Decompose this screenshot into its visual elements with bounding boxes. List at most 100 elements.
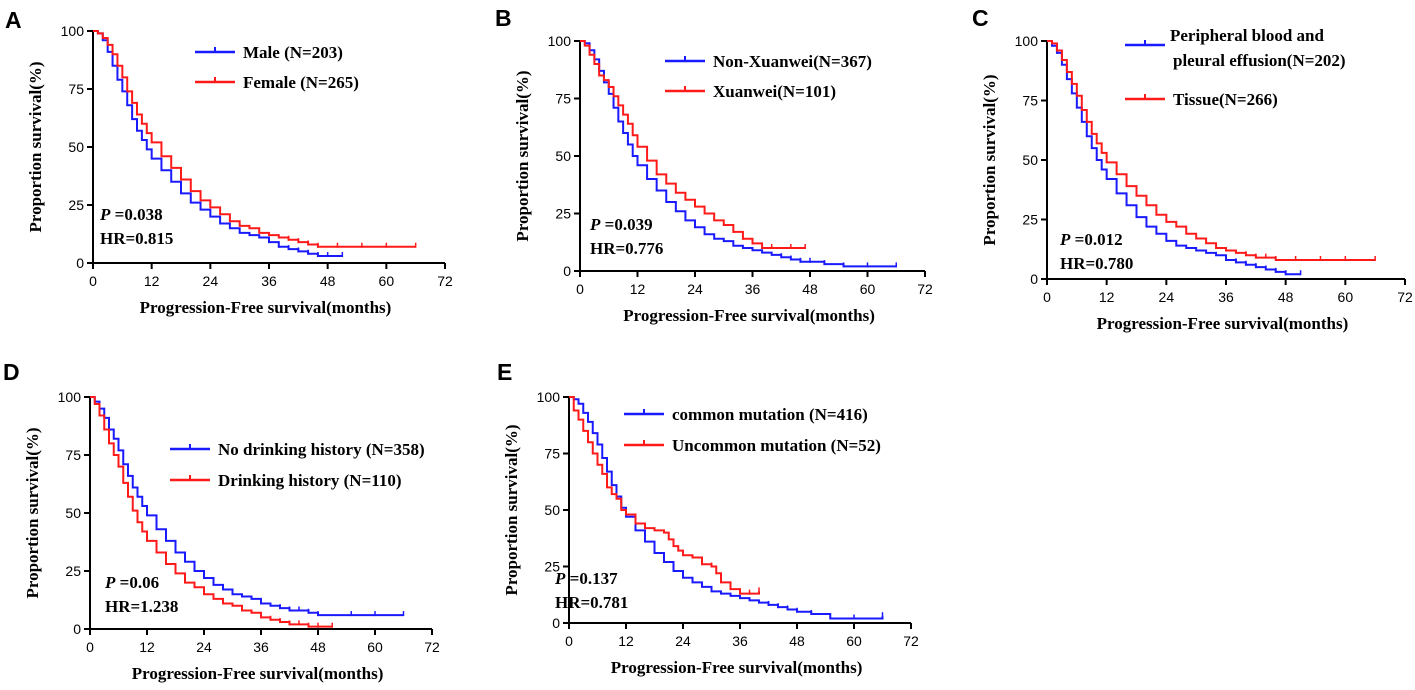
y-tick-label: 25 <box>65 563 81 579</box>
x-tick-label: 24 <box>687 281 703 297</box>
survival-curve-series-2 <box>90 396 333 628</box>
legend-label: Tissue(N=266) <box>1173 90 1278 109</box>
x-tick-label: 60 <box>379 273 395 289</box>
y-tick-label: 75 <box>555 91 571 107</box>
x-tick-label: 60 <box>1338 289 1354 305</box>
y-tick-label: 100 <box>58 389 82 405</box>
p-value-text: P =0.137 <box>554 569 618 588</box>
x-tick-label: 60 <box>367 639 383 655</box>
legend-label-line1: Peripheral blood and <box>1170 26 1325 45</box>
x-tick-label: 12 <box>139 639 155 655</box>
y-tick-label: 75 <box>544 446 560 462</box>
y-tick-label: 0 <box>552 615 560 631</box>
y-tick-label: 0 <box>1030 271 1038 287</box>
x-tick-label: 48 <box>320 273 336 289</box>
legend-label: Drinking history (N=110) <box>218 471 401 490</box>
x-axis-label: Progression-Free survival(months) <box>132 664 384 683</box>
y-axis-label: Proportion survival(%) <box>23 427 42 598</box>
x-tick-label: 12 <box>618 633 634 649</box>
hazard-ratio-text: HR=1.238 <box>105 597 178 616</box>
x-tick-label: 24 <box>675 633 691 649</box>
panel-e: E 0 25 50 75 100 0 12 24 36 48 60 72 Progression-Free… <box>497 359 919 677</box>
x-tick-label: 0 <box>565 633 573 649</box>
legend-label: Male (N=203) <box>243 43 343 62</box>
x-tick-label: 48 <box>310 639 326 655</box>
x-tick-label: 48 <box>802 281 818 297</box>
x-tick-label: 24 <box>1159 289 1175 305</box>
x-tick-label: 12 <box>144 273 160 289</box>
y-axis-label: Proportion survival(%) <box>513 70 532 241</box>
y-tick-label: 25 <box>1022 212 1038 228</box>
y-tick-label: 75 <box>68 81 84 97</box>
panel-a: A 0 25 50 75 100 0 12 24 36 48 60 72 Progression-Free… <box>5 7 453 317</box>
x-tick-label: 12 <box>630 281 646 297</box>
y-tick-label: 100 <box>1015 33 1039 49</box>
p-value-text: P =0.012 <box>1059 230 1123 249</box>
x-tick-label: 48 <box>789 633 805 649</box>
survival-curve-series-2 <box>1047 40 1376 261</box>
y-axis-label: Proportion survival(%) <box>980 74 999 245</box>
legend-label-line2: pleural effusion(N=202) <box>1173 51 1346 70</box>
x-tick-label: 0 <box>1043 289 1051 305</box>
panel-label: D <box>3 359 20 385</box>
panel-label: E <box>497 359 512 385</box>
y-tick-label: 100 <box>537 389 561 405</box>
x-axis-label: Progression-Free survival(months) <box>1097 314 1349 333</box>
x-tick-label: 24 <box>203 273 219 289</box>
x-axis-label: Progression-Free survival(months) <box>623 306 875 325</box>
legend-label: Female (N=265) <box>243 73 359 92</box>
p-value-text: P =0.06 <box>104 573 159 592</box>
panel-label: B <box>495 5 512 31</box>
x-tick-label: 0 <box>576 281 584 297</box>
y-tick-label: 0 <box>563 263 571 279</box>
legend-label: Uncommon mutation (N=52) <box>672 436 881 455</box>
y-tick-label: 50 <box>65 505 81 521</box>
x-tick-label: 36 <box>732 633 748 649</box>
hazard-ratio-text: HR=0.815 <box>100 229 173 248</box>
y-tick-label: 50 <box>1022 152 1038 168</box>
x-tick-label: 60 <box>846 633 862 649</box>
x-tick-label: 24 <box>196 639 212 655</box>
y-tick-label: 75 <box>1022 93 1038 109</box>
panel-c: C 0 25 50 75 100 0 12 24 36 48 60 72 Progression-Free… <box>972 5 1413 333</box>
legend-label: Non-Xuanwei(N=367) <box>713 52 872 71</box>
x-tick-label: 72 <box>1397 289 1413 305</box>
x-tick-label: 72 <box>424 639 440 655</box>
y-tick-label: 25 <box>555 206 571 222</box>
x-axis-label: Progression-Free survival(months) <box>611 658 863 677</box>
y-tick-label: 100 <box>61 23 85 39</box>
panel-b: B 0 25 50 75 100 0 12 24 36 48 60 72 Progression-Free… <box>495 5 933 325</box>
panel-label: A <box>5 7 22 33</box>
x-tick-label: 72 <box>917 281 933 297</box>
hazard-ratio-text: HR=0.776 <box>590 239 663 258</box>
x-tick-label: 36 <box>745 281 761 297</box>
y-tick-label: 50 <box>544 502 560 518</box>
y-axis-label: Proportion survival(%) <box>502 424 521 595</box>
y-tick-label: 0 <box>73 621 81 637</box>
survival-curve-series-2 <box>569 396 760 595</box>
x-tick-label: 72 <box>437 273 453 289</box>
y-tick-label: 50 <box>555 148 571 164</box>
y-axis-label: Proportion survival(%) <box>26 61 45 232</box>
x-tick-label: 36 <box>1218 289 1234 305</box>
y-tick-label: 25 <box>544 559 560 575</box>
legend-label: Xuanwei(N=101) <box>713 82 836 101</box>
p-value-text: P =0.039 <box>589 215 653 234</box>
y-tick-label: 25 <box>68 197 84 213</box>
hazard-ratio-text: HR=0.780 <box>1060 254 1133 273</box>
y-tick-label: 0 <box>76 255 84 271</box>
y-tick-label: 50 <box>68 139 84 155</box>
x-tick-label: 36 <box>261 273 277 289</box>
x-tick-label: 60 <box>860 281 876 297</box>
x-tick-label: 0 <box>86 639 94 655</box>
x-axis-label: Progression-Free survival(months) <box>140 298 392 317</box>
x-tick-label: 72 <box>903 633 919 649</box>
x-tick-label: 36 <box>253 639 269 655</box>
y-tick-label: 75 <box>65 447 81 463</box>
panel-d: D 0 25 50 75 100 0 12 24 36 48 60 72 Progression-Free… <box>3 359 440 683</box>
hazard-ratio-text: HR=0.781 <box>555 593 628 612</box>
panel-label: C <box>972 5 989 31</box>
legend-label: common mutation (N=416) <box>672 405 868 424</box>
x-tick-label: 12 <box>1099 289 1115 305</box>
